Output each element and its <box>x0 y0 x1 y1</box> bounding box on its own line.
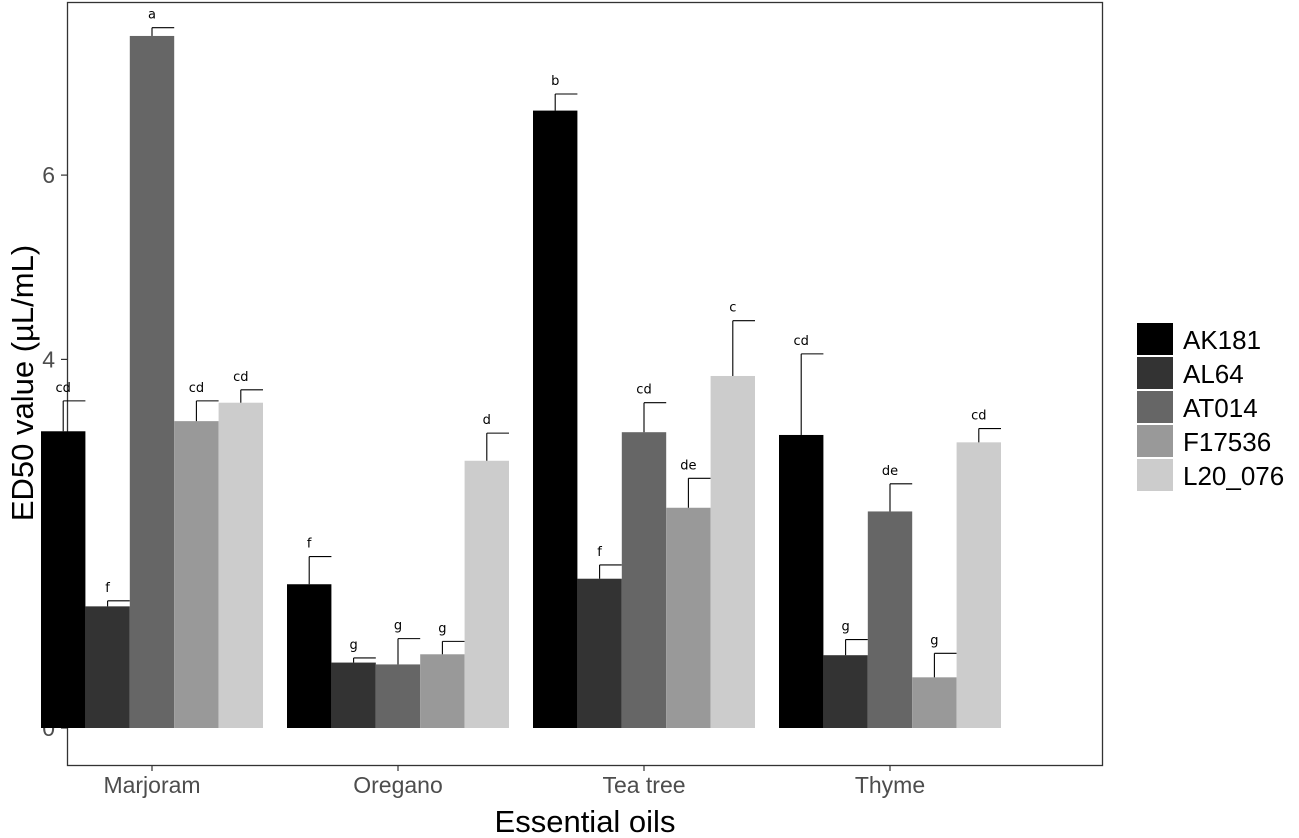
significance-label: b <box>551 74 559 89</box>
legend-swatch <box>1137 425 1173 457</box>
x-axis-title: Essential oils <box>495 804 676 838</box>
bar <box>710 375 755 728</box>
legend-swatch <box>1137 459 1173 491</box>
bar <box>912 677 957 728</box>
bar <box>375 664 421 728</box>
x-category-label: Oregano <box>353 772 443 798</box>
legend-label: L20_076 <box>1183 461 1284 491</box>
x-category-label: Tea tree <box>602 772 685 798</box>
legend-label: AK181 <box>1183 325 1261 355</box>
significance-label: g <box>930 633 938 648</box>
significance-label: f <box>307 537 312 552</box>
bar <box>420 654 465 728</box>
bar <box>823 655 868 728</box>
bar <box>85 606 130 728</box>
significance-label: g <box>438 621 446 636</box>
significance-label: f <box>105 581 110 596</box>
bar <box>956 442 1001 728</box>
legend-swatch <box>1137 357 1173 389</box>
bar <box>621 432 667 728</box>
y-axis-title: ED50 value (µL/mL) <box>5 245 40 521</box>
significance-label: a <box>148 8 156 23</box>
significance-label: de <box>882 464 898 479</box>
significance-label: cd <box>189 381 204 396</box>
significance-label: g <box>394 619 402 634</box>
legend-label: F17536 <box>1183 427 1271 457</box>
legend-label: AT014 <box>1183 393 1258 423</box>
significance-label: f <box>597 545 602 560</box>
bar <box>129 35 175 729</box>
significance-label: d <box>483 413 491 428</box>
significance-label: cd <box>233 370 248 385</box>
legend-swatch <box>1137 323 1173 355</box>
significance-label: cd <box>793 334 808 349</box>
bar <box>464 460 509 728</box>
bar <box>779 434 824 728</box>
bar <box>867 511 913 728</box>
bar <box>287 584 332 728</box>
significance-label: cd <box>971 409 986 424</box>
significance-label: cd <box>55 381 70 396</box>
x-category-label: Marjoram <box>103 772 200 798</box>
legend-label: AL64 <box>1183 359 1244 389</box>
bar <box>666 507 711 728</box>
significance-label: g <box>349 638 357 653</box>
significance-label: c <box>729 301 736 316</box>
significance-label: cd <box>636 383 651 398</box>
significance-label: de <box>680 458 696 473</box>
y-tick-label: 6 <box>42 162 55 188</box>
bar <box>218 402 263 728</box>
bar <box>577 578 622 728</box>
legend-swatch <box>1137 391 1173 423</box>
y-tick-label: 4 <box>42 346 55 372</box>
bar <box>41 431 86 728</box>
bar <box>331 662 376 728</box>
x-category-label: Thyme <box>855 772 925 798</box>
significance-label: g <box>841 620 849 635</box>
bar <box>174 421 219 728</box>
bar <box>533 110 578 729</box>
